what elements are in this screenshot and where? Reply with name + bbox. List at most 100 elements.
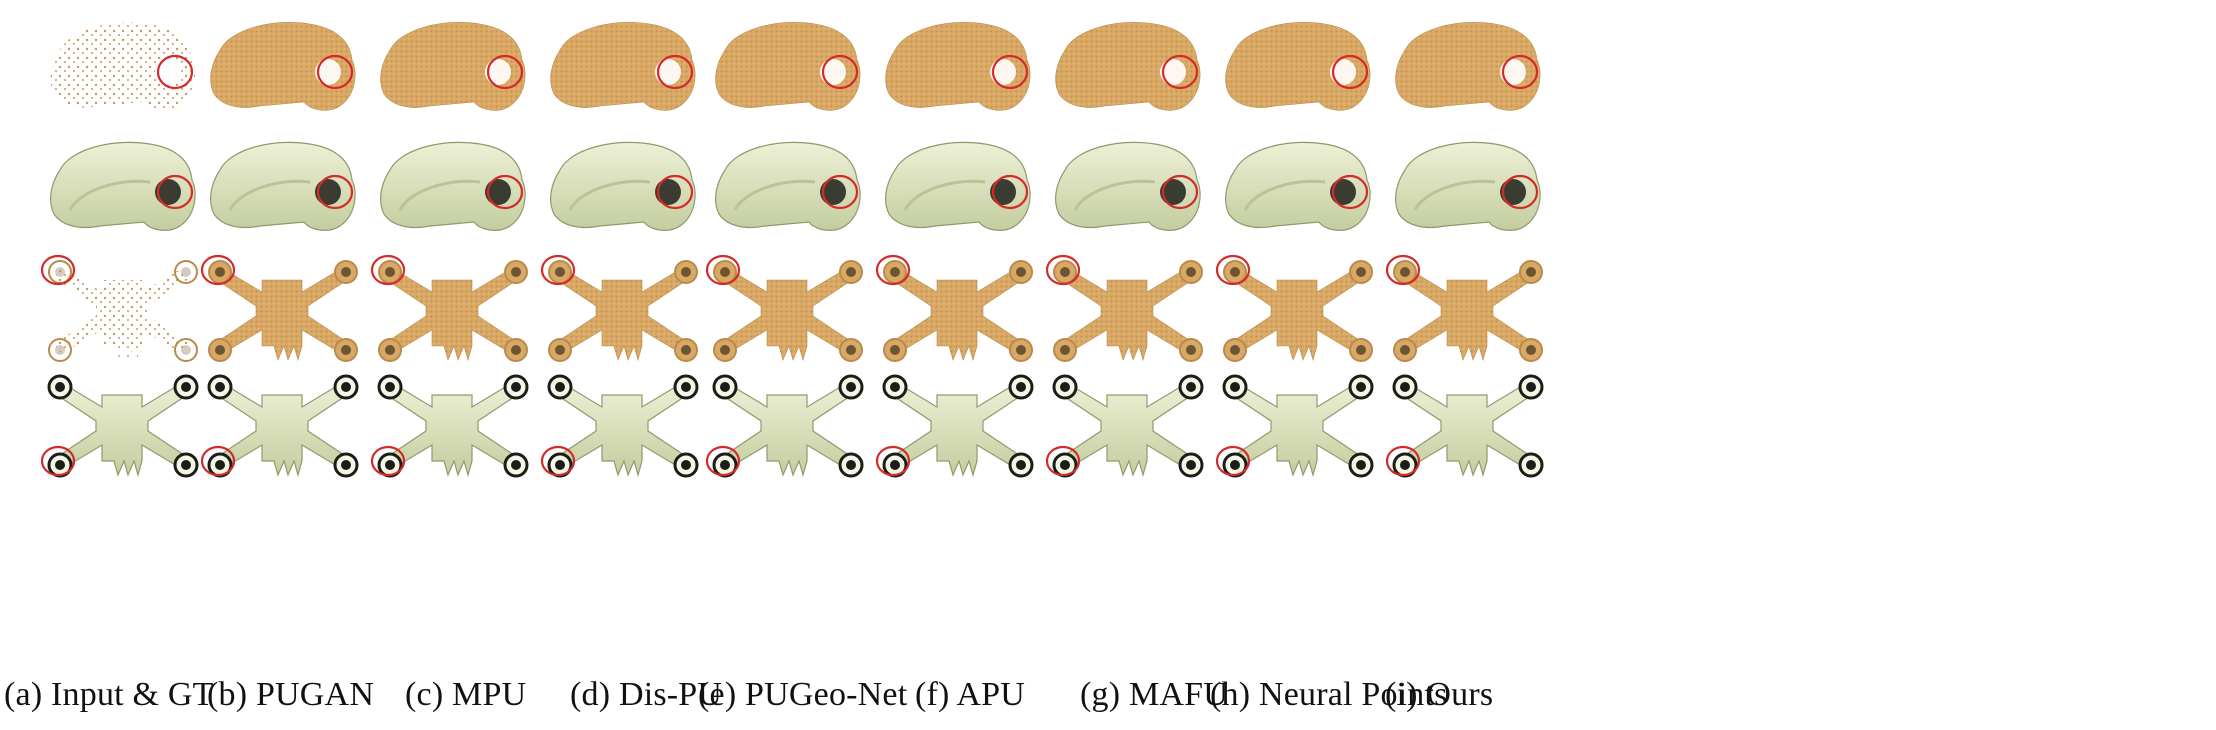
- hole-render: [1160, 59, 1186, 85]
- cell-d-row-2: [550, 141, 696, 231]
- point-cloud-render: [1395, 22, 1541, 111]
- ring-hole: [181, 382, 191, 392]
- highlight-circle: [821, 174, 859, 210]
- highlight-circle: [1045, 445, 1081, 477]
- ring-hole: [341, 345, 351, 355]
- mesh-render: [715, 141, 861, 231]
- highlight-circle: [1331, 54, 1369, 90]
- ring-hole: [1230, 460, 1240, 470]
- ring-hole: [555, 345, 565, 355]
- highlight-circle: [1161, 54, 1199, 90]
- ring-hole: [1016, 267, 1026, 277]
- cell-a-row-2: [50, 141, 196, 231]
- cell-g-row-1: [1055, 22, 1201, 111]
- hole-render: [1500, 179, 1526, 205]
- cell-g-row-4: [1045, 374, 1204, 478]
- ring-hole: [1526, 345, 1536, 355]
- ring-render: [174, 338, 198, 362]
- ring-hole: [1186, 267, 1196, 277]
- mesh-render: [885, 141, 1031, 231]
- ring-hole: [215, 382, 225, 392]
- point-cloud-render: [383, 267, 521, 362]
- point-cloud-render: [888, 267, 1026, 362]
- cell-b-row-4: [200, 374, 359, 478]
- column-caption-f: (f) APU: [915, 676, 1026, 713]
- ring-hole: [1060, 267, 1070, 277]
- highlight-circle: [875, 254, 911, 286]
- ring-hole: [181, 460, 191, 470]
- highlight-circle: [40, 254, 76, 286]
- cell-h-row-3: [1215, 254, 1373, 362]
- hole-render: [820, 179, 846, 205]
- cell-g-row-2: [1055, 141, 1201, 231]
- highlight-circle: [156, 174, 194, 210]
- hole-render: [655, 179, 681, 205]
- column-caption-b: (b) PUGAN: [207, 676, 375, 713]
- ring-hole: [1356, 345, 1366, 355]
- highlight-circle: [705, 445, 741, 477]
- mesh-shading: [568, 179, 651, 211]
- mesh-render: [1395, 141, 1541, 231]
- point-cloud-render: [1058, 267, 1196, 362]
- ring-hole: [215, 345, 225, 355]
- mesh-render: [380, 141, 526, 231]
- cell-e-row-4: [705, 374, 864, 478]
- ring-hole: [1400, 460, 1410, 470]
- ring-hole: [385, 267, 395, 277]
- cell-f-row-3: [875, 254, 1033, 362]
- ring-hole: [1356, 382, 1366, 392]
- ring-hole: [846, 382, 856, 392]
- highlight-circle: [40, 445, 76, 477]
- ring-hole: [1016, 460, 1026, 470]
- ring-hole: [1400, 345, 1410, 355]
- ring-hole: [720, 345, 730, 355]
- ring-hole: [181, 345, 191, 355]
- hole-render: [1330, 59, 1356, 85]
- ring-hole: [1060, 460, 1070, 470]
- ring-hole: [1060, 345, 1070, 355]
- ring-hole: [385, 345, 395, 355]
- cell-i-row-2: [1395, 141, 1541, 231]
- highlight-circle: [875, 445, 911, 477]
- highlight-circle: [1501, 54, 1539, 90]
- ring-hole: [890, 460, 900, 470]
- ring-render: [174, 260, 198, 284]
- ring-hole: [890, 382, 900, 392]
- cell-g-row-3: [1045, 254, 1203, 362]
- ring-hole: [681, 267, 691, 277]
- ring-hole: [555, 382, 565, 392]
- hole-render: [315, 59, 341, 85]
- hole-render: [155, 59, 181, 85]
- ring-hole: [215, 267, 225, 277]
- highlight-circle: [1045, 254, 1081, 286]
- ring-hole: [511, 382, 521, 392]
- column-caption-e: (e) PUGeo-Net: [698, 676, 908, 713]
- cell-b-row-3: [200, 254, 358, 362]
- ring-hole: [555, 267, 565, 277]
- column-caption-i: (i) Ours: [1385, 676, 1494, 713]
- highlight-circle: [156, 54, 194, 90]
- hole-render: [990, 179, 1016, 205]
- mesh-shading: [1243, 179, 1326, 211]
- ring-hole: [341, 267, 351, 277]
- point-cloud-render: [550, 22, 696, 111]
- highlight-circle: [370, 254, 406, 286]
- highlight-circle: [821, 54, 859, 90]
- hole-render: [1160, 179, 1186, 205]
- cell-c-row-1: [380, 22, 526, 111]
- hole-render: [155, 179, 181, 205]
- ring-hole: [1016, 382, 1026, 392]
- highlight-circle: [991, 174, 1029, 210]
- cell-a-row-1: [50, 22, 196, 111]
- ring-hole: [681, 382, 691, 392]
- point-cloud-render: [213, 267, 351, 362]
- cell-d-row-4: [540, 374, 699, 478]
- highlight-circle: [370, 445, 406, 477]
- cell-i-row-1: [1395, 22, 1541, 111]
- highlight-circle: [656, 174, 694, 210]
- highlight-circle: [316, 54, 354, 90]
- ring-hole: [846, 345, 856, 355]
- cell-c-row-3: [370, 254, 528, 362]
- highlight-circle: [1215, 254, 1251, 286]
